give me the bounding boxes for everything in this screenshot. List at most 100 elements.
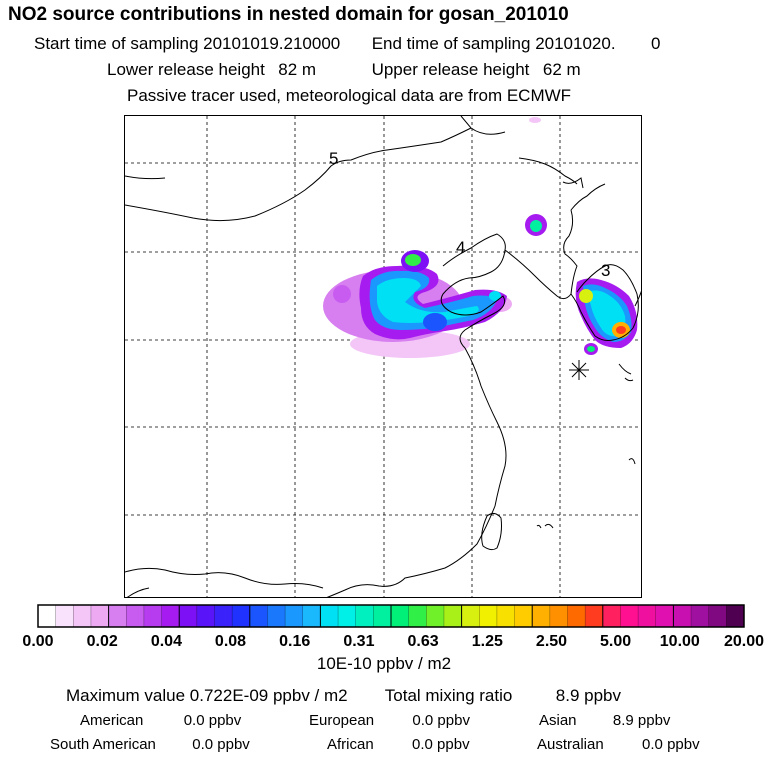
colorbar-swatch (373, 605, 392, 627)
colorbar-swatch (549, 605, 568, 627)
colorbar-swatch (232, 605, 251, 627)
colorbar-swatch (691, 605, 710, 627)
total-value: 8.9 ppbv (555, 686, 622, 705)
colorbar-swatch (55, 605, 74, 627)
region-australian: Australian 0.0 ppbv (537, 736, 700, 753)
end-time-label: End time of sampling (371, 34, 531, 53)
plume-halo (333, 285, 351, 303)
region-value: 8.9 ppbv (612, 712, 671, 729)
colorbar-swatch (143, 605, 162, 627)
colorbar-swatch (532, 605, 551, 627)
colorbar-unit: 10E-10 ppbv / m2 (316, 654, 452, 673)
start-time-value: 20101019.210000 (203, 34, 341, 53)
map-label-5: 5 (329, 149, 338, 168)
max-label: Maximum value (66, 686, 186, 705)
colorbar-tick-label: 0.08 (215, 633, 246, 650)
colorbar-swatch (179, 605, 198, 627)
colorbar-swatch (249, 605, 268, 627)
max-value: 0.722E-09 ppbv / m2 (189, 686, 348, 705)
coastlines (125, 116, 641, 597)
colorbar-tick-label: 20.00 (724, 633, 764, 650)
colorbar-tick-label: 0.63 (408, 633, 439, 650)
region-value: 0.0 ppbv (642, 736, 700, 753)
region-south-american: South American 0.0 ppbv (50, 736, 250, 753)
colorbar-tick-label: 0.31 (343, 633, 374, 650)
upper-height-label: Upper release height (371, 60, 530, 79)
sampling-times: Start time of sampling 20101019.210000 E… (34, 34, 661, 54)
region-value: 0.0 ppbv (192, 736, 250, 753)
colorbar-swatch (726, 605, 745, 627)
region-american: American 0.0 ppbv (80, 712, 241, 729)
receptor-marker-icon (569, 360, 589, 380)
region-asian: Asian 8.9 ppbv (539, 712, 670, 729)
region-value: 0.0 ppbv (183, 712, 242, 729)
colorbar-tick-label: 0.02 (87, 633, 118, 650)
colorbar-swatch (285, 605, 304, 627)
colorbar-swatch (355, 605, 374, 627)
colorbar-swatch (391, 605, 410, 627)
colorbar-tick-label: 10.00 (660, 633, 700, 650)
plume-north-blob-core (530, 220, 542, 232)
maximum-line: Maximum value 0.722E-09 ppbv / m2 Total … (66, 686, 621, 706)
colorbar-tick-label: 5.00 (600, 633, 631, 650)
region-value: 0.0 ppbv (412, 712, 470, 729)
colorbar-swatch (602, 605, 621, 627)
start-time-label: Start time of sampling (34, 34, 199, 53)
colorbar-swatch (655, 605, 674, 627)
colorbar-swatch (214, 605, 233, 627)
colorbar-tick-label: 1.25 (472, 633, 503, 650)
colorbar-tick-label: 0.16 (279, 633, 310, 650)
colorbar-swatch (585, 605, 604, 627)
lower-height-label: Lower release height (107, 60, 265, 79)
plume-korea-hot (616, 326, 626, 334)
colorbar-swatch (126, 605, 145, 627)
region-name: European (309, 712, 375, 729)
tracer-note: Passive tracer used, meteorological data… (127, 86, 572, 105)
plume-west-core (377, 278, 479, 323)
region-name: Australian (537, 736, 604, 753)
colorbar-swatch (567, 605, 586, 627)
release-heights: Lower release height 82 m Upper release … (107, 60, 581, 80)
colorbar-swatch (461, 605, 480, 627)
colorbar-swatch (408, 605, 427, 627)
colorbar-swatch (443, 605, 462, 627)
region-african: African 0.0 ppbv (327, 736, 470, 753)
colorbar-swatch (338, 605, 357, 627)
plume-korea-hot (579, 289, 593, 303)
region-name: American (80, 712, 144, 729)
region-name: African (327, 736, 374, 753)
end-time-value-suffix: 0 (651, 34, 661, 53)
colorbar-swatch (496, 605, 515, 627)
colorbar-swatch (320, 605, 339, 627)
map-label-4: 4 (456, 238, 465, 257)
colorbar-swatch (267, 605, 286, 627)
map-plot: 5 4 3 (124, 115, 642, 598)
total-label: Total mixing ratio (384, 686, 513, 705)
colorbar-swatch (38, 605, 57, 627)
region-value: 0.0 ppbv (412, 736, 470, 753)
colorbar-swatch (514, 605, 533, 627)
map-svg: 5 4 3 (125, 116, 641, 597)
colorbar-swatch (90, 605, 109, 627)
lower-height-value: 82 m (278, 60, 317, 79)
colorbar-swatch (638, 605, 657, 627)
end-time-value: 20101020. (535, 34, 616, 53)
colorbar-swatch (73, 605, 92, 627)
colorbar-swatch (161, 605, 180, 627)
colorbar-swatch (302, 605, 321, 627)
chart-title: NO2 source contributions in nested domai… (8, 4, 569, 25)
colorbar-swatch (708, 605, 727, 627)
region-european: European 0.0 ppbv (309, 712, 470, 729)
plume-korea-hot (587, 346, 595, 352)
colorbar-swatch (620, 605, 639, 627)
concentration-plumes (323, 117, 638, 358)
plume-hotspot (405, 254, 421, 266)
colorbar-tick-label: 2.50 (536, 633, 567, 650)
map-label-3: 3 (601, 261, 610, 280)
colorbar-swatch (426, 605, 445, 627)
colorbar-border (37, 604, 745, 628)
colorbar-swatch (673, 605, 692, 627)
region-name: South American (50, 736, 156, 753)
colorbar-swatch (196, 605, 215, 627)
colorbar-svg: 0.00 0.02 0.04 0.08 0.16 0.31 0.63 1.25 2.50 5.00… (22, 604, 764, 650)
